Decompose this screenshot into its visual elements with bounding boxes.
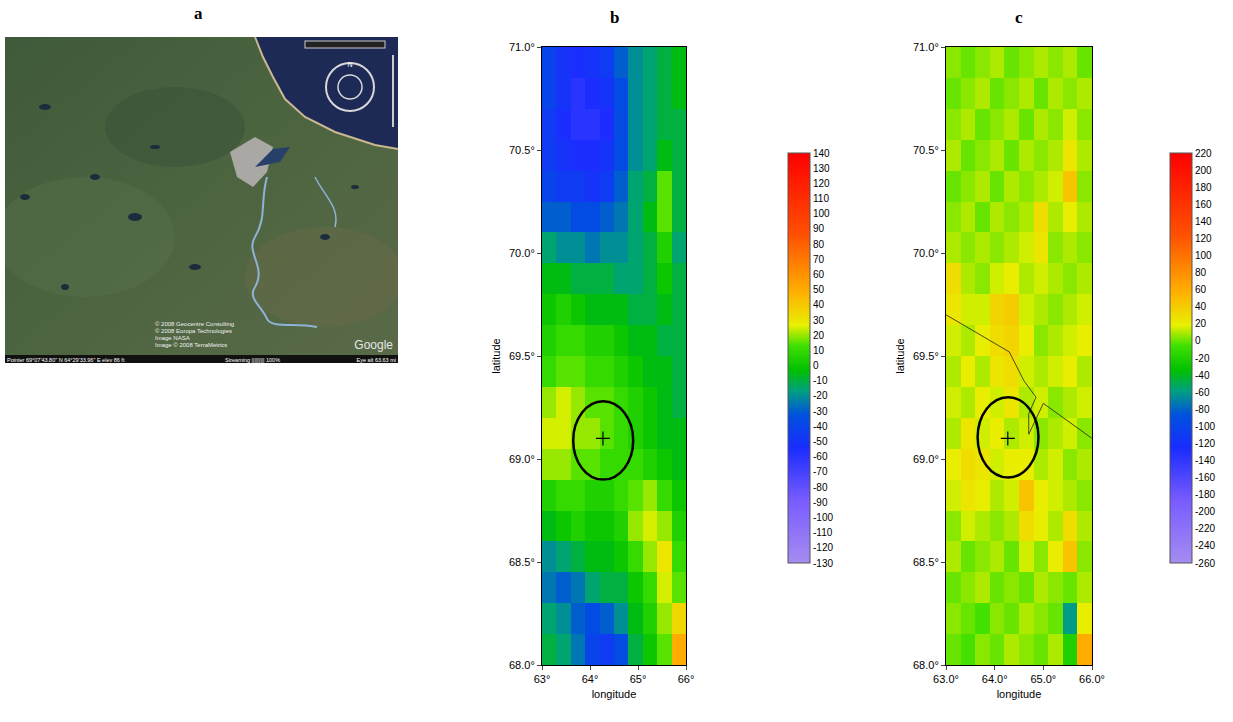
svg-text:Image NASA: Image NASA [155, 335, 190, 341]
svg-text:100: 100 [813, 208, 830, 219]
svg-text:80: 80 [1195, 267, 1207, 278]
svg-text:65°: 65° [630, 673, 647, 685]
svg-text:-40: -40 [813, 421, 828, 432]
svg-text:70.5°: 70.5° [913, 144, 939, 156]
svg-text:68.5°: 68.5° [509, 556, 535, 568]
svg-text:-240: -240 [1195, 540, 1215, 551]
svg-text:69.5°: 69.5° [913, 350, 939, 362]
svg-text:-220: -220 [1195, 523, 1215, 534]
svg-text:70: 70 [813, 254, 825, 265]
svg-text:160: 160 [1195, 199, 1212, 210]
svg-text:-10: -10 [813, 375, 828, 386]
svg-text:-20: -20 [1195, 353, 1210, 364]
svg-text:-90: -90 [813, 497, 828, 508]
svg-text:120: 120 [1195, 233, 1212, 244]
svg-text:Eye alt 63.63 mi: Eye alt 63.63 mi [357, 357, 396, 363]
svg-text:-110: -110 [813, 527, 833, 538]
svg-text:Image © 2008 TerraMetrics: Image © 2008 TerraMetrics [155, 342, 227, 348]
svg-text:68.0°: 68.0° [913, 659, 939, 671]
svg-text:130: 130 [813, 163, 830, 174]
svg-text:69.5°: 69.5° [509, 350, 535, 362]
svg-text:longitude: longitude [592, 688, 637, 700]
svg-text:-200: -200 [1195, 506, 1215, 517]
svg-text:180: 180 [1195, 182, 1212, 193]
svg-text:-120: -120 [813, 542, 833, 553]
svg-text:-50: -50 [813, 436, 828, 447]
svg-text:200: 200 [1195, 165, 1212, 176]
svg-text:-60: -60 [813, 451, 828, 462]
svg-text:Pointer 69°07'43.80" N 64°2: Pointer 69°07'43.80" N 64°29'33.96" E el… [7, 357, 125, 363]
svg-text:140: 140 [1195, 216, 1212, 227]
svg-text:63.0°: 63.0° [933, 673, 959, 685]
svg-text:120: 120 [813, 178, 830, 189]
svg-text:40: 40 [813, 299, 825, 310]
svg-text:50: 50 [813, 284, 825, 295]
svg-text:-160: -160 [1195, 472, 1215, 483]
svg-text:10: 10 [813, 345, 825, 356]
svg-text:-120: -120 [1195, 438, 1215, 449]
svg-text:71.0°: 71.0° [913, 41, 939, 53]
svg-text:30: 30 [813, 315, 825, 326]
svg-text:© 2008 Geocentre Consulting: © 2008 Geocentre Consulting [155, 321, 234, 327]
svg-text:40: 40 [1195, 301, 1207, 312]
svg-text:N: N [347, 61, 352, 68]
svg-text:70.0°: 70.0° [913, 247, 939, 259]
svg-text:20: 20 [1195, 318, 1207, 329]
svg-text:60: 60 [813, 269, 825, 280]
svg-text:90: 90 [813, 223, 825, 234]
svg-text:-80: -80 [813, 482, 828, 493]
html-text:a: a [194, 4, 203, 23]
svg-text:68.5°: 68.5° [913, 556, 939, 568]
svg-text:-130: -130 [813, 558, 833, 569]
svg-text:70.0°: 70.0° [509, 247, 535, 259]
svg-text:Streaming ||||||||| 100%: Streaming ||||||||| 100% [225, 357, 280, 363]
svg-text:71.0°: 71.0° [509, 41, 535, 53]
svg-text:69.0°: 69.0° [913, 453, 939, 465]
svg-text:-30: -30 [813, 406, 828, 417]
svg-text:140: 140 [813, 148, 830, 159]
svg-text:c: c [1015, 8, 1023, 27]
svg-text:0: 0 [1195, 335, 1201, 346]
svg-text:-140: -140 [1195, 455, 1215, 466]
svg-text:-260: -260 [1195, 558, 1215, 569]
svg-text:-180: -180 [1195, 489, 1215, 500]
svg-text:68.0°: 68.0° [509, 659, 535, 671]
svg-text:64.0°: 64.0° [982, 673, 1008, 685]
svg-text:100: 100 [1195, 250, 1212, 261]
svg-text:63°: 63° [534, 673, 551, 685]
svg-text:66°: 66° [678, 673, 695, 685]
svg-text:69.0°: 69.0° [509, 453, 535, 465]
svg-text:110: 110 [813, 193, 829, 204]
svg-text:70.5°: 70.5° [509, 144, 535, 156]
svg-text:0: 0 [813, 360, 819, 371]
svg-text:-100: -100 [813, 512, 833, 523]
svg-text:-20: -20 [813, 390, 828, 401]
svg-text:60: 60 [1195, 284, 1207, 295]
svg-text:65.0°: 65.0° [1030, 673, 1056, 685]
svg-text:longitude: longitude [997, 688, 1042, 700]
svg-text:latitude: latitude [894, 338, 906, 373]
svg-text:Google: Google [354, 338, 393, 352]
svg-text:20: 20 [813, 330, 825, 341]
svg-text:b: b [610, 8, 619, 27]
svg-text:latitude: latitude [490, 338, 502, 373]
svg-text:80: 80 [813, 239, 825, 250]
svg-text:64°: 64° [582, 673, 599, 685]
svg-text:66.0°: 66.0° [1079, 673, 1105, 685]
svg-text:© 2008 Europa Technologies: © 2008 Europa Technologies [155, 328, 232, 334]
svg-text:-60: -60 [1195, 387, 1210, 398]
svg-text:-40: -40 [1195, 370, 1210, 381]
svg-text:-100: -100 [1195, 421, 1215, 432]
svg-text:-70: -70 [813, 466, 828, 477]
svg-text:220: 220 [1195, 148, 1212, 159]
svg-text:-80: -80 [1195, 404, 1210, 415]
